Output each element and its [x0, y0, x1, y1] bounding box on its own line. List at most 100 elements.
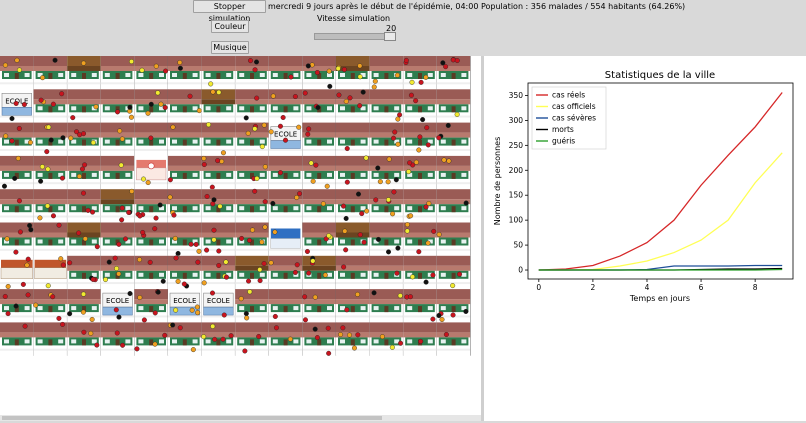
house-tile [201, 322, 235, 355]
person-dot [202, 162, 207, 167]
person-dot [305, 132, 310, 137]
person-dot [263, 164, 268, 169]
person-dot [59, 91, 64, 96]
house-tile [403, 289, 437, 322]
person-dot [212, 237, 217, 242]
person-dot [444, 332, 449, 337]
person-dot [364, 156, 369, 161]
color-button[interactable]: Couleur [211, 20, 249, 33]
person-dot [281, 115, 286, 120]
person-dot [386, 250, 391, 255]
person-dot [163, 105, 168, 110]
person-dot [82, 330, 87, 335]
person-dot [341, 326, 346, 331]
y-tick-label: 300 [509, 116, 524, 125]
person-dot [114, 308, 119, 313]
person-dot [25, 263, 30, 268]
person-dot [406, 169, 411, 174]
person-dot [116, 272, 121, 277]
person-dot [347, 333, 352, 338]
house-tile [0, 223, 34, 256]
house-tile [403, 322, 437, 355]
person-dot [119, 163, 124, 168]
person-dot [115, 331, 120, 336]
person-dot [259, 240, 264, 245]
person-dot [239, 296, 244, 301]
person-dot [76, 231, 81, 236]
horizontal-scrollbar-thumb[interactable] [2, 416, 382, 420]
person-dot [352, 346, 357, 351]
person-dot [253, 67, 258, 72]
person-dot [3, 63, 8, 68]
house-tile [370, 289, 404, 322]
person-dot [410, 275, 415, 280]
stop-simulation-button[interactable]: Stopper simulation [193, 0, 266, 13]
house-tile [370, 189, 404, 222]
person-dot [271, 201, 276, 206]
house-tile [437, 56, 471, 89]
person-dot [396, 246, 401, 251]
person-dot [33, 303, 38, 308]
house-tile [437, 289, 471, 322]
person-dot [103, 277, 108, 282]
person-dot [358, 74, 363, 79]
house-tile [235, 156, 269, 189]
house-tile [437, 123, 471, 156]
person-dot [358, 232, 363, 237]
house-tile [134, 89, 168, 122]
person-dot [137, 257, 142, 262]
school-building: ECOLE [101, 289, 135, 322]
person-dot [17, 126, 22, 131]
person-dot [356, 192, 361, 197]
house-tile [269, 223, 303, 256]
person-dot [376, 237, 381, 242]
x-tick-label: 2 [591, 283, 596, 292]
person-dot [252, 189, 257, 194]
house-tile [101, 89, 135, 122]
person-dot [278, 170, 283, 175]
person-dot [262, 261, 267, 266]
house-tile [202, 223, 236, 256]
house-tile [302, 223, 336, 256]
person-dot [341, 265, 346, 270]
house-tile [67, 322, 101, 355]
person-dot [123, 237, 128, 242]
speed-slider-thumb[interactable] [384, 32, 396, 41]
music-button[interactable]: Musique [211, 41, 249, 54]
house-tile [33, 289, 67, 322]
person-dot [437, 313, 442, 318]
person-dot [61, 263, 66, 268]
person-dot [142, 318, 147, 323]
person-dot [153, 311, 158, 316]
city-map: ECOLEECOLEECOLEECOLEECOLE [0, 56, 481, 356]
person-dot [417, 148, 422, 153]
house-tile [403, 256, 437, 289]
person-dot [311, 259, 316, 264]
person-dot [464, 309, 469, 314]
y-tick-label: 150 [509, 191, 524, 200]
school-building: ECOLE [0, 89, 34, 122]
house-tile [67, 156, 101, 189]
person-dot [222, 313, 227, 318]
house-tile [34, 156, 68, 189]
house-tile [202, 56, 236, 89]
person-dot [344, 216, 349, 221]
person-dot [61, 135, 66, 140]
person-dot [263, 199, 268, 204]
person-dot [239, 236, 244, 241]
person-dot [82, 163, 87, 168]
legend-label: cas officiels [552, 102, 596, 111]
person-dot [197, 108, 202, 113]
person-dot [269, 129, 274, 134]
person-dot [190, 308, 195, 313]
person-dot [271, 94, 276, 99]
person-dot [205, 194, 210, 199]
person-dot [146, 111, 151, 116]
y-tick-label: 200 [509, 166, 524, 175]
person-dot [417, 249, 422, 254]
person-dot [263, 225, 268, 230]
person-dot [67, 311, 72, 316]
person-dot [149, 102, 154, 107]
person-dot [437, 232, 442, 237]
house-tile [370, 256, 404, 289]
